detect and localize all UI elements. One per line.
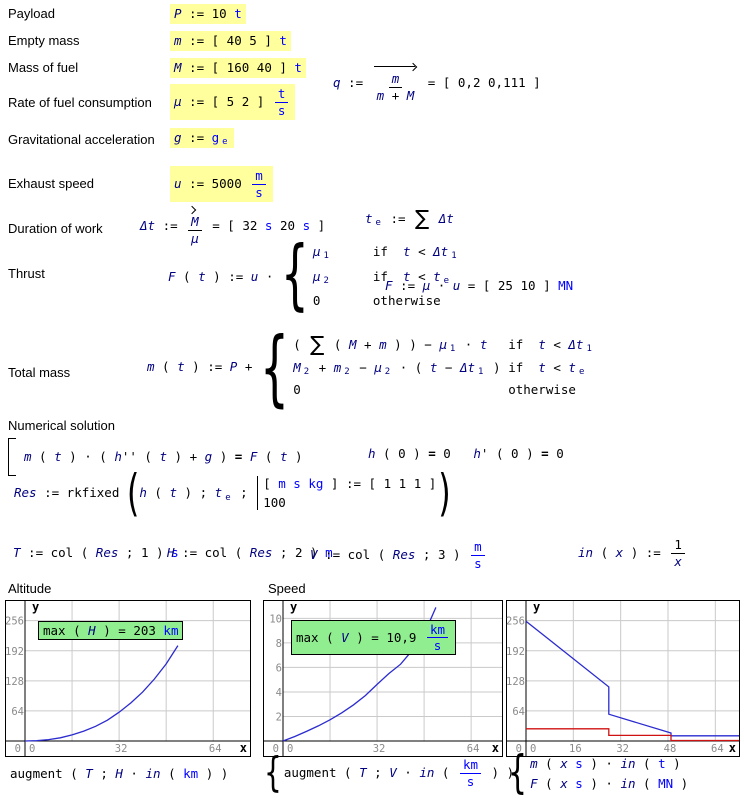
svg-text:0: 0 xyxy=(29,743,35,755)
label-mass-of-fuel: Mass of fuel xyxy=(8,60,79,75)
formula-col-V[interactable]: V := col ( Res ; 3 ) m s xyxy=(310,539,488,571)
unit-fraction-km-per-s: km s xyxy=(426,622,449,653)
svg-text:128: 128 xyxy=(506,676,525,688)
svg-text:64: 64 xyxy=(711,743,724,755)
formula-col-T[interactable]: T := col ( Res ; 1 ) s xyxy=(13,545,179,560)
svg-text:6: 6 xyxy=(276,662,282,674)
label-empty-mass: Empty mass xyxy=(8,33,80,48)
svg-text:256: 256 xyxy=(506,616,525,628)
svg-text:2: 2 xyxy=(276,711,282,723)
formula-in-function[interactable]: in ( x ) := 1 x xyxy=(578,537,688,569)
series-brace: { xyxy=(508,746,528,800)
svg-text:y: y xyxy=(290,600,297,614)
svg-text:64: 64 xyxy=(467,743,480,755)
svg-text:10: 10 xyxy=(269,613,282,625)
svg-text:0: 0 xyxy=(15,743,21,755)
label-exhaust-speed: Exhaust speed xyxy=(8,176,95,191)
svg-text:y: y xyxy=(533,600,540,614)
big-paren-left: ( xyxy=(126,463,140,523)
formula-mass-ratio-q[interactable]: q := m m + M = [ 0,2 0,111 ] xyxy=(333,62,541,103)
label-total-mass: Total mass xyxy=(8,365,71,380)
svg-text:16: 16 xyxy=(569,743,582,755)
svg-text:0: 0 xyxy=(287,743,293,755)
svg-text:192: 192 xyxy=(5,646,24,658)
unit-fraction-km-per-s: km s xyxy=(459,757,482,789)
label-chart-speed: Speed xyxy=(268,581,306,596)
definition-empty-mass[interactable]: m := [ 40 5 ] t xyxy=(170,31,291,51)
svg-text:64: 64 xyxy=(11,706,24,718)
label-thrust: Thrust xyxy=(8,266,45,281)
definition-fuel-rate[interactable]: μ := [ 5 2 ] t s xyxy=(170,84,296,121)
svg-text:y: y xyxy=(32,600,39,614)
definition-exhaust-speed[interactable]: u := 5000 m s xyxy=(170,166,273,203)
svg-text:x: x xyxy=(729,741,736,755)
svg-text:32: 32 xyxy=(373,743,386,755)
svg-text:0: 0 xyxy=(273,743,279,755)
annotation-max-altitude[interactable]: max ( H ) = 203 km xyxy=(38,621,184,640)
sum-icon: ∑ xyxy=(415,206,430,230)
formula-initial-conditions[interactable]: h ( 0 ) = 0 h ' ( 0 ) = 0 xyxy=(368,446,564,461)
svg-text:0: 0 xyxy=(516,743,522,755)
label-gravitational-acceleration: Gravitational acceleration xyxy=(8,132,155,147)
formula-duration[interactable]: Δt := M μ = [ 32 s 20 s ] xyxy=(140,205,325,246)
series-brace: { xyxy=(264,748,282,797)
expression-speed-series[interactable]: { augment ( T ; V · in ( km s ) ) xyxy=(264,748,515,797)
system-bracket xyxy=(8,438,16,476)
rkfixed-options-system: [ m s kg ] := [ 1 1 1 ] 100 xyxy=(257,476,436,511)
svg-text:8: 8 xyxy=(276,638,282,650)
definition-mass-of-fuel[interactable]: M := [ 160 40 ] t xyxy=(170,58,306,78)
label-numerical-solution: Numerical solution xyxy=(8,418,115,433)
svg-text:x: x xyxy=(240,741,247,755)
svg-text:64: 64 xyxy=(512,706,525,718)
chart-mass-thrust[interactable]: 0 64 128 192 256 0 16 32 48 64 y x xyxy=(506,600,740,757)
label-chart-altitude: Altitude xyxy=(8,581,52,596)
label-fuel-rate: Rate of fuel consumption xyxy=(8,95,152,110)
piecewise-brace: { xyxy=(280,230,309,321)
svg-text:4: 4 xyxy=(276,687,282,699)
svg-text:x: x xyxy=(492,741,499,755)
formula-col-H[interactable]: H := col ( Res ; 2 ) m xyxy=(167,545,333,560)
formula-ode-system[interactable]: m ( t ) · ( h '' ( t ) + g ) = F ( t ) xyxy=(8,438,303,476)
annotation-max-speed[interactable]: max ( V ) = 10,9 km s xyxy=(291,620,457,655)
unit-fraction-t-per-s: t s xyxy=(274,86,289,118)
label-payload: Payload xyxy=(8,6,55,21)
svg-text:128: 128 xyxy=(5,676,24,688)
svg-text:64: 64 xyxy=(209,743,222,755)
svg-text:32: 32 xyxy=(115,743,128,755)
svg-text:0: 0 xyxy=(530,743,536,755)
formula-thrust-vector[interactable]: F := μ · u = [ 25 10 ] MN xyxy=(385,278,574,293)
svg-text:256: 256 xyxy=(5,616,24,628)
svg-text:48: 48 xyxy=(664,743,677,755)
piecewise-brace: { xyxy=(259,318,290,416)
expression-mass-thrust-series[interactable]: { m ( x s ) · in ( t ) F ( x s ) · in ( … xyxy=(508,746,689,800)
unit-fraction-m-per-s: m s xyxy=(252,168,266,200)
label-duration-of-work: Duration of work xyxy=(8,221,103,236)
definition-payload[interactable]: P := 10 t xyxy=(170,4,246,24)
unit-fraction-m-per-s: m s xyxy=(471,539,485,571)
vectorize-arrow: m m + M xyxy=(371,62,421,103)
vectorize-arrow: M xyxy=(191,205,199,230)
svg-text:32: 32 xyxy=(616,743,629,755)
big-paren-right: ) xyxy=(438,463,451,523)
expression-altitude-series[interactable]: augment ( T ; H · in ( km ) ) xyxy=(10,766,229,781)
svg-text:192: 192 xyxy=(506,646,525,658)
